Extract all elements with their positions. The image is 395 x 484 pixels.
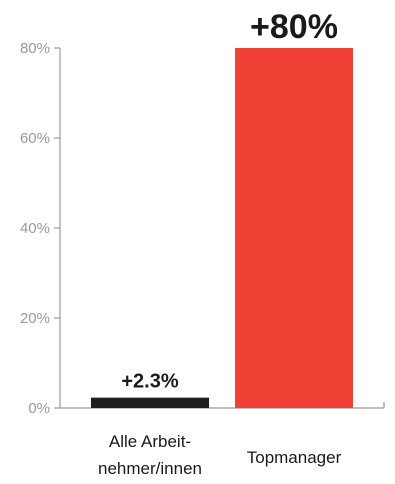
y-tick-label: 20% [20,310,50,327]
x-category-label: Topmanager [247,448,342,467]
y-tick-label: 60% [20,130,50,147]
x-category-label: nehmer/innen [98,459,202,478]
data-label: +80% [250,8,338,46]
y-tick-label: 0% [28,400,50,417]
bar-topmanager [235,48,353,408]
x-category-label: Alle Arbeit- [109,432,191,451]
bar-alle-arbeitnehmer [91,397,209,408]
y-tick-label: 80% [20,40,50,57]
data-label: +2.3% [121,371,178,393]
y-tick-label: 40% [20,220,50,237]
